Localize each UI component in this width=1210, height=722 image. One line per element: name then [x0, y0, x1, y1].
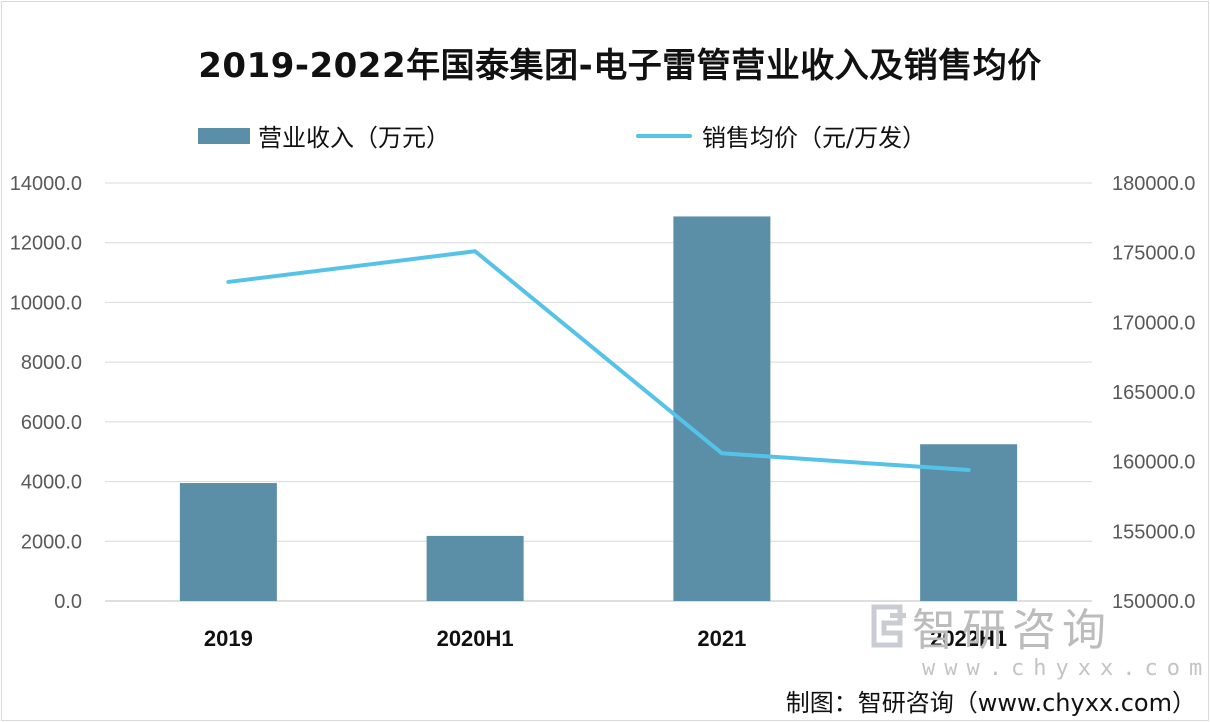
x-category-label: 2022H1 — [930, 626, 1007, 651]
y-left-tick-label: 6000.0 — [21, 412, 82, 434]
legend: 营业收入（万元） 销售均价（元/万发） — [0, 118, 1210, 152]
y-right-tick-label: 180000.0 — [1112, 173, 1195, 195]
y-left-tick-label: 2000.0 — [21, 531, 82, 553]
y-left-tick-label: 10000.0 — [10, 292, 82, 314]
legend-label-revenue: 营业收入（万元） — [258, 124, 450, 152]
price-point-2019 — [226, 280, 230, 284]
bar-2021 — [673, 216, 771, 601]
y-right-tick-label: 170000.0 — [1112, 312, 1195, 334]
legend-item-revenue: 营业收入（万元） — [198, 118, 450, 153]
chart-title: 2019-2022年国泰集团-电子雷管营业收入及销售均价 — [198, 46, 1042, 86]
y-right-tick-label: 165000.0 — [1112, 382, 1195, 404]
legend-bar-swatch — [198, 127, 250, 144]
price-point-2022H1 — [967, 468, 971, 472]
x-category-label: 2021 — [697, 626, 746, 651]
y-right-tick-label: 150000.0 — [1112, 591, 1195, 613]
x-category-label: 2020H1 — [437, 626, 514, 651]
y-left-tick-label: 12000.0 — [10, 233, 82, 255]
bar-2019 — [179, 483, 277, 601]
watermark-url: www.chyxx.com — [922, 656, 1210, 681]
y-right-tick-label: 175000.0 — [1112, 243, 1195, 265]
x-category-label: 2019 — [204, 626, 253, 651]
y-left-tick-label: 0.0 — [54, 591, 82, 613]
price-line — [226, 249, 971, 473]
y-left-tick-label: 14000.0 — [10, 173, 82, 195]
y-left-tick-label: 8000.0 — [21, 352, 82, 374]
legend-item-price: 销售均价（元/万发） — [636, 118, 926, 153]
price-point-2021 — [720, 451, 724, 455]
watermark-logo-icon — [870, 603, 912, 653]
y-right-tick-label: 155000.0 — [1112, 521, 1195, 543]
y-right-tick-label: 160000.0 — [1112, 452, 1195, 474]
legend-label-price: 销售均价（元/万发） — [702, 124, 927, 152]
source-note: 制图：智研咨询（www.chyxx.com） — [785, 689, 1196, 717]
legend-line-swatch — [636, 133, 692, 138]
y-left-tick-label: 4000.0 — [21, 472, 82, 494]
price-point-2020H1 — [473, 249, 477, 253]
bar-2020H1 — [426, 535, 524, 601]
watermark-brand: 智研咨询 — [912, 605, 1112, 656]
